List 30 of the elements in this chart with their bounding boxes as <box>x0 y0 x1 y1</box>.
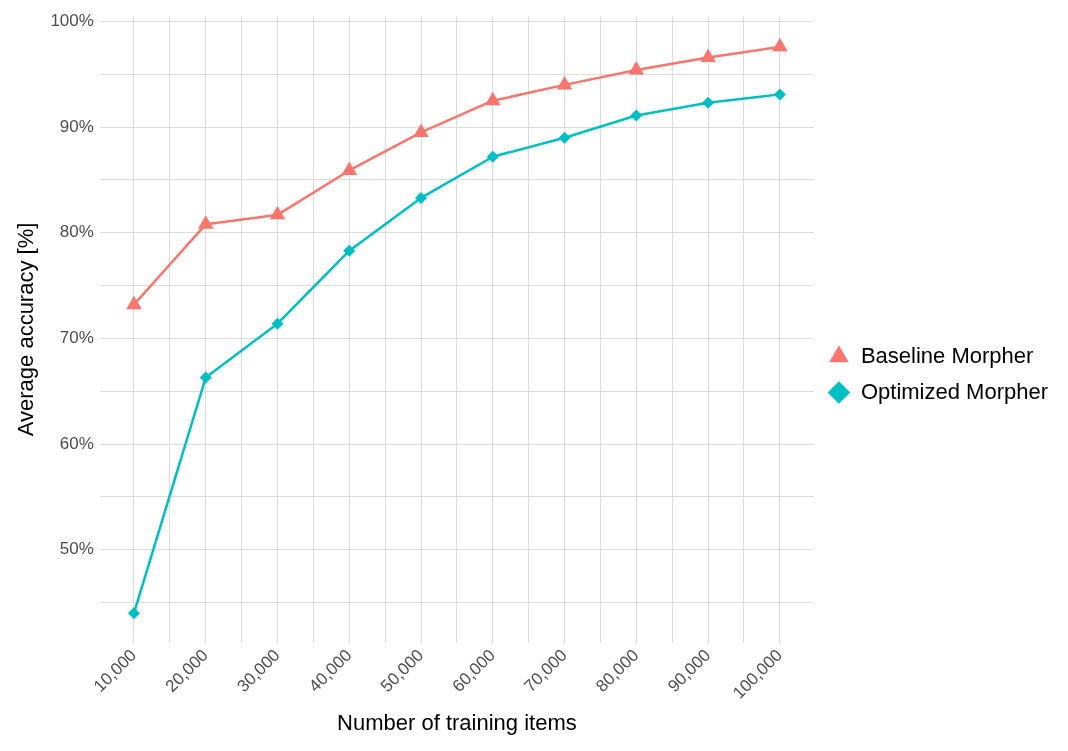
point <box>772 37 788 52</box>
y-tick-label: 50% <box>59 539 94 559</box>
point <box>271 317 284 330</box>
y-tick-label: 100% <box>50 11 94 31</box>
point <box>413 123 429 137</box>
point <box>630 109 643 122</box>
point <box>485 91 501 106</box>
point <box>199 371 212 384</box>
point <box>556 75 573 90</box>
y-tick-label: 60% <box>59 433 94 453</box>
point <box>126 295 142 310</box>
point <box>341 161 358 175</box>
y-tick-label: 70% <box>59 328 94 348</box>
point <box>700 48 716 62</box>
legend-label: Baseline Morpher <box>860 342 1034 368</box>
point <box>702 96 715 109</box>
legend-label: Optimized Morpher <box>860 378 1049 404</box>
point <box>343 244 356 257</box>
y-axis-title: Average accuracy [%] <box>13 222 39 437</box>
x-axis-title: Number of training items <box>337 709 577 735</box>
point <box>197 215 214 229</box>
y-tick-label: 80% <box>59 222 94 242</box>
point <box>269 205 286 220</box>
point <box>628 61 645 75</box>
point <box>773 88 786 101</box>
point <box>127 607 140 620</box>
point <box>558 131 571 144</box>
point <box>486 150 499 163</box>
point <box>415 191 428 204</box>
y-tick-label: 90% <box>59 116 94 136</box>
